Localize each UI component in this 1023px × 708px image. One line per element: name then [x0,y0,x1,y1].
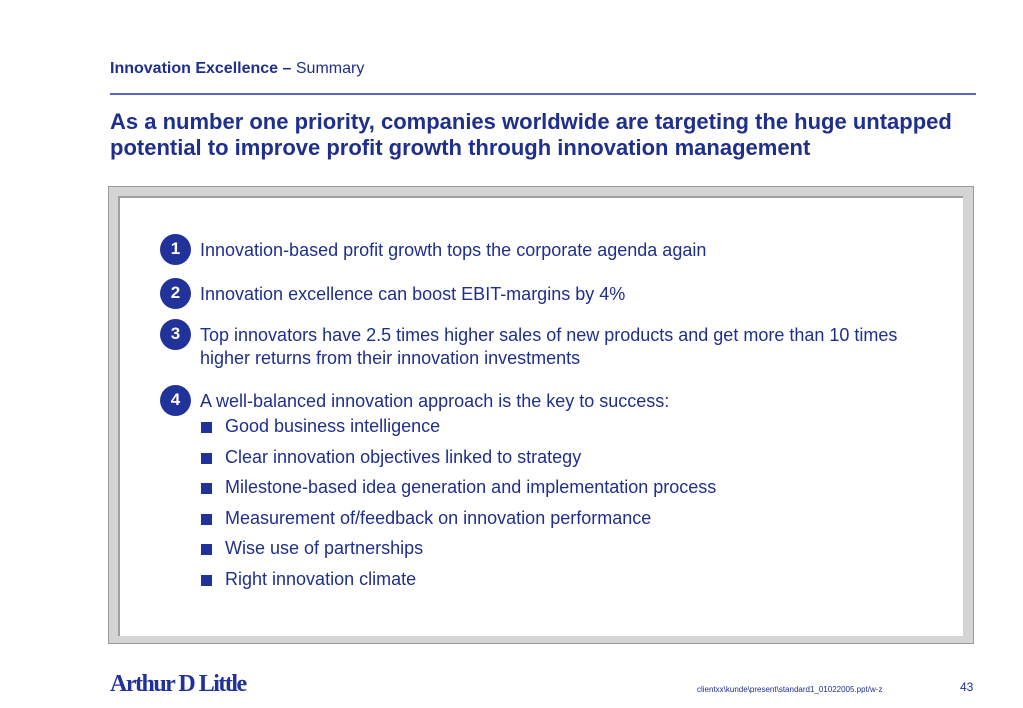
square-bullet-icon [201,452,212,464]
number-badge-3: 3 [160,319,191,350]
list-item: Clear innovation objectives linked to st… [200,446,900,477]
file-path: clientxx\kunde\present\standard1_0102200… [697,685,883,694]
list-item-text: Right innovation climate [225,568,417,589]
list-item: Wise use of partnerships [200,537,900,568]
section-subtitle: Summary [295,60,365,77]
list-item-text: Good business intelligence [225,416,441,436]
company-logo: Arthur D Little [110,671,247,697]
point-3-text: Top innovators have 2.5 times higher sal… [200,325,898,368]
page-headline: As a number one priority, companies worl… [110,109,952,160]
section-title: Innovation Excellence [110,60,279,77]
list-item: Measurement of/feedback on innovation pe… [200,507,900,538]
breadcrumb: Innovation Excellence – Summary [110,60,364,78]
square-bullet-icon [201,422,212,433]
square-bullet-icon [201,483,212,494]
square-bullet-icon [201,544,212,555]
list-item-text: Clear innovation objectives linked to st… [225,446,582,467]
list-item-text: Measurement of/feedback on innovation pe… [225,507,652,528]
list-item-text: Wise use of partnerships [225,538,424,558]
number-badge-2: 2 [160,278,191,309]
list-item-text: Milestone-based idea generation and impl… [225,477,717,497]
list-item: Good business intelligence [200,415,900,446]
content-panel: 1 Innovation-based profit growth tops th… [108,186,974,644]
success-factor-list: Good business intelligence Clear innovat… [200,415,900,598]
point-2-text: Innovation excellence can boost EBIT-mar… [200,284,626,304]
list-item: Milestone-based idea generation and impl… [200,476,900,507]
title-divider [110,93,976,95]
number-badge-4: 4 [160,385,191,416]
section-separator: – [282,60,292,77]
point-1-text: Innovation-based profit growth tops the … [200,240,707,260]
square-bullet-icon [201,574,212,586]
content-panel-inner: 1 Innovation-based profit growth tops th… [118,196,963,636]
square-bullet-icon [201,513,212,525]
list-item: Right innovation climate [200,568,900,599]
point-4-text: A well-balanced innovation approach is t… [200,391,670,411]
number-badge-1: 1 [160,234,191,265]
page-number: 43 [960,680,974,694]
